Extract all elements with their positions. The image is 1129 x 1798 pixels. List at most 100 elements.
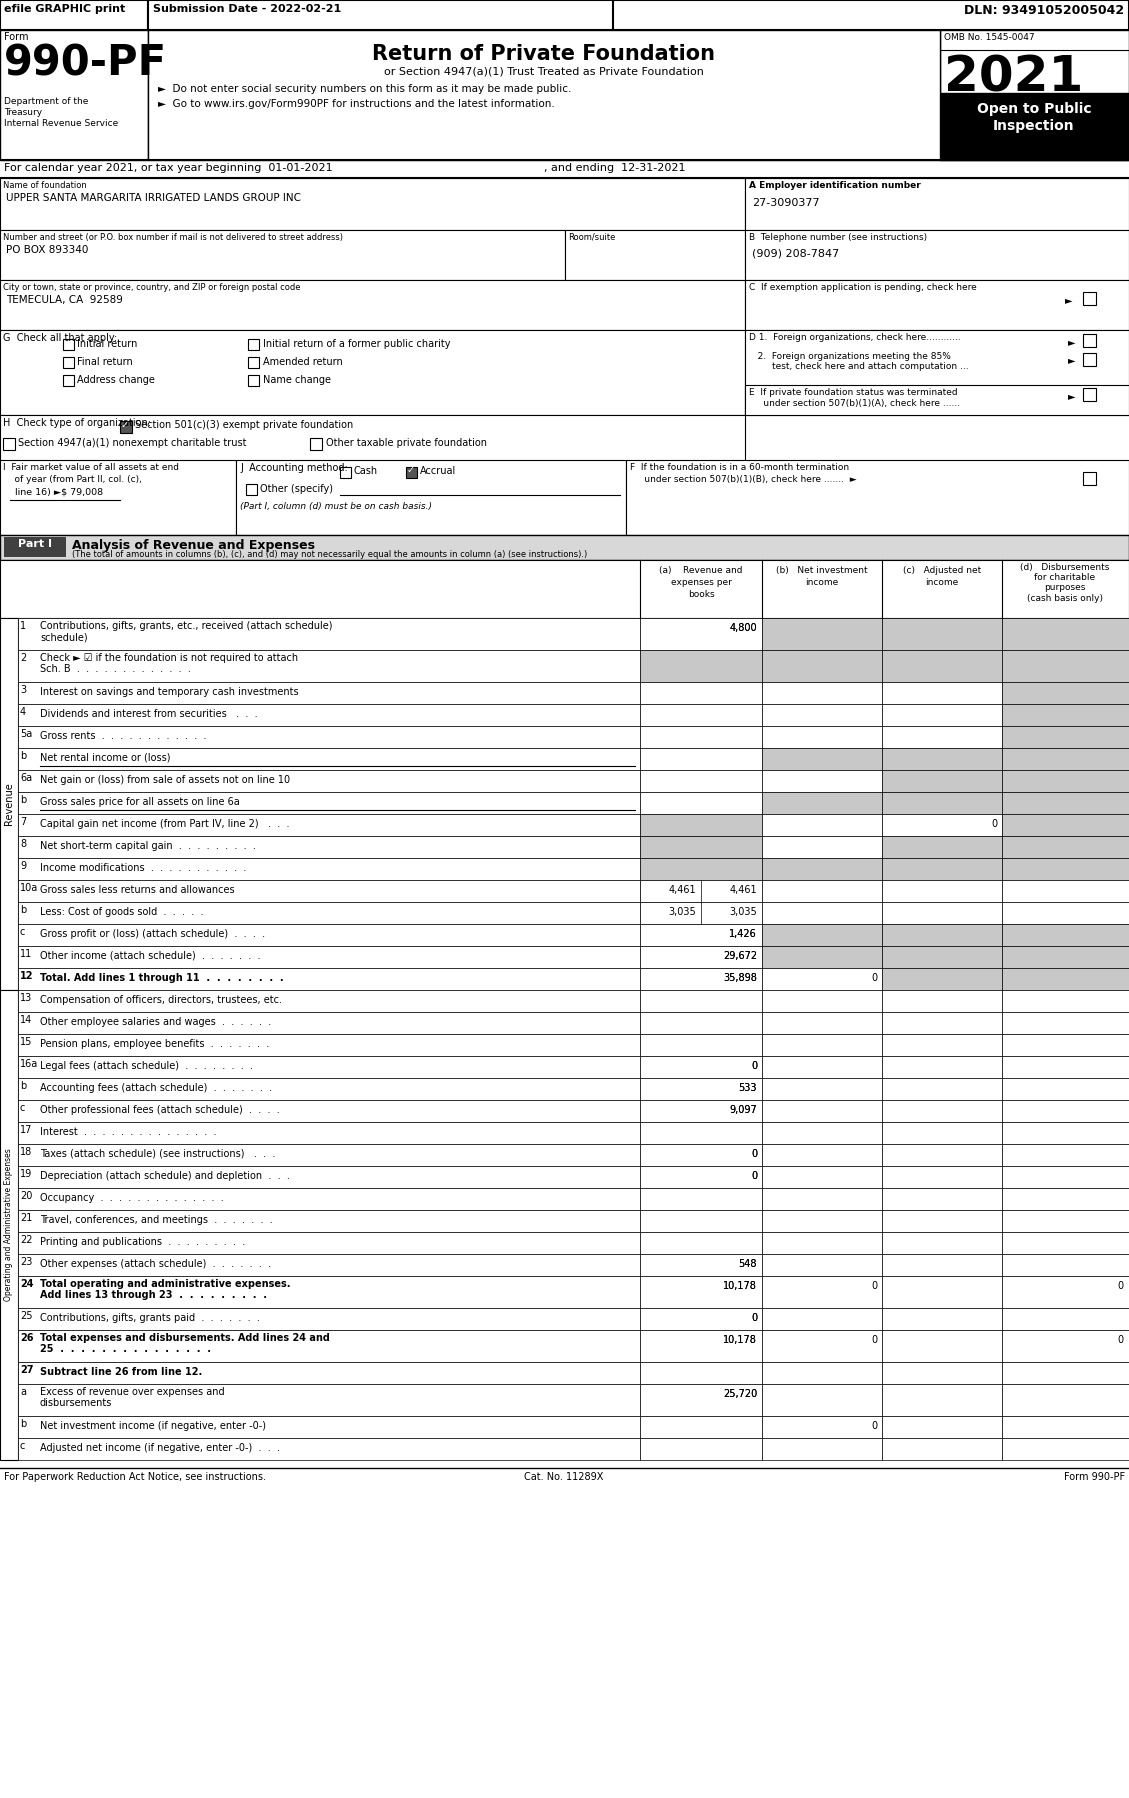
Text: or Section 4947(a)(1) Trust Treated as Private Foundation: or Section 4947(a)(1) Trust Treated as P…	[384, 67, 704, 76]
Bar	[762, 1384, 882, 1417]
Bar	[18, 814, 640, 836]
Bar	[18, 1165, 640, 1188]
Text: Gross profit or (loss) (attach schedule)  .  .  .  .: Gross profit or (loss) (attach schedule)…	[40, 930, 265, 939]
Text: 6a: 6a	[20, 773, 32, 782]
Text: Income modifications  .  .  .  .  .  .  .  .  .  .  .: Income modifications . . . . . . . . . .…	[40, 863, 246, 874]
Bar	[882, 924, 1003, 946]
Bar	[406, 467, 417, 478]
Bar	[762, 967, 882, 991]
Bar	[745, 331, 1129, 415]
Bar	[1003, 924, 1129, 946]
Text: 10,178: 10,178	[724, 1334, 758, 1345]
Bar	[882, 967, 1003, 991]
Text: 23: 23	[20, 1257, 33, 1268]
Bar	[18, 1253, 640, 1277]
Text: 1,426: 1,426	[729, 930, 758, 939]
Text: Net short-term capital gain  .  .  .  .  .  .  .  .  .: Net short-term capital gain . . . . . . …	[40, 841, 256, 850]
Text: D 1.  Foreign organizations, check here............: D 1. Foreign organizations, check here..…	[749, 333, 961, 342]
Bar	[882, 1417, 1003, 1438]
Bar	[0, 0, 1129, 31]
Bar	[640, 1363, 762, 1384]
Text: 0: 0	[751, 1313, 758, 1323]
Text: 0: 0	[751, 1313, 758, 1323]
Text: (The total of amounts in columns (b), (c), and (d) may not necessarily equal the: (The total of amounts in columns (b), (c…	[72, 550, 587, 559]
Text: ►  Go to www.irs.gov/Form990PF for instructions and the latest information.: ► Go to www.irs.gov/Form990PF for instru…	[158, 99, 554, 110]
Bar	[1003, 1331, 1129, 1363]
Text: Pension plans, employee benefits  .  .  .  .  .  .  .: Pension plans, employee benefits . . . .…	[40, 1039, 269, 1048]
Text: I  Fair market value of all assets at end: I Fair market value of all assets at end	[3, 464, 180, 473]
Text: 29,672: 29,672	[723, 951, 758, 960]
Bar	[18, 791, 640, 814]
Bar	[0, 991, 18, 1460]
Text: Other taxable private foundation: Other taxable private foundation	[326, 439, 487, 448]
Bar	[640, 903, 701, 924]
Bar	[640, 879, 701, 903]
Text: b: b	[20, 752, 26, 761]
Text: 8: 8	[20, 840, 26, 849]
Text: Net gain or (loss) from sale of assets not on line 10: Net gain or (loss) from sale of assets n…	[40, 775, 290, 786]
Bar	[882, 1079, 1003, 1100]
Bar	[882, 791, 1003, 814]
Bar	[762, 1055, 882, 1079]
Bar	[882, 1188, 1003, 1210]
Bar	[762, 770, 882, 791]
Text: 24: 24	[20, 1278, 34, 1289]
Text: 35,898: 35,898	[724, 973, 758, 984]
Text: (cash basis only): (cash basis only)	[1027, 593, 1103, 602]
Text: OMB No. 1545-0047: OMB No. 1545-0047	[944, 32, 1034, 41]
Bar	[640, 1277, 762, 1307]
Text: Number and street (or P.O. box number if mail is not delivered to street address: Number and street (or P.O. box number if…	[3, 234, 343, 243]
Bar	[1003, 991, 1129, 1012]
Bar	[246, 484, 257, 494]
Bar	[1003, 1034, 1129, 1055]
Text: Internal Revenue Service: Internal Revenue Service	[5, 119, 119, 128]
Bar	[640, 1100, 762, 1122]
Text: Travel, conferences, and meetings  .  .  .  .  .  .  .: Travel, conferences, and meetings . . . …	[40, 1215, 273, 1224]
Text: Legal fees (attach schedule)  .  .  .  .  .  .  .  .: Legal fees (attach schedule) . . . . . .…	[40, 1061, 253, 1072]
Text: 0: 0	[870, 1280, 877, 1291]
Bar	[18, 1210, 640, 1232]
Bar	[882, 748, 1003, 770]
Text: b: b	[20, 904, 26, 915]
Bar	[1083, 291, 1096, 306]
Text: (b)   Net investment: (b) Net investment	[777, 566, 868, 575]
Text: B  Telephone number (see instructions): B Telephone number (see instructions)	[749, 234, 927, 243]
Text: Amended return: Amended return	[263, 358, 343, 367]
Text: Contributions, gifts, grants paid  .  .  .  .  .  .  .: Contributions, gifts, grants paid . . . …	[40, 1313, 260, 1323]
Bar	[762, 946, 882, 967]
Bar	[1003, 1055, 1129, 1079]
Text: 25: 25	[20, 1311, 33, 1322]
Bar	[640, 1253, 762, 1277]
Bar	[762, 991, 882, 1012]
Bar	[640, 1012, 762, 1034]
Text: Name change: Name change	[263, 376, 331, 385]
Bar	[18, 705, 640, 726]
Bar	[148, 0, 613, 31]
Text: E  If private foundation status was terminated: E If private foundation status was termi…	[749, 388, 957, 397]
Bar	[762, 791, 882, 814]
Bar	[564, 230, 745, 280]
Bar	[18, 1417, 640, 1438]
Text: under section 507(b)(1)(A), check here ......: under section 507(b)(1)(A), check here .…	[749, 399, 960, 408]
Text: Subtract line 26 from line 12.: Subtract line 26 from line 12.	[40, 1366, 202, 1377]
Text: 3: 3	[20, 685, 26, 696]
Text: 29,672: 29,672	[723, 951, 758, 960]
Text: ✓: ✓	[121, 421, 129, 430]
Bar	[762, 1277, 882, 1307]
Text: 533: 533	[738, 1082, 758, 1093]
Bar	[640, 748, 762, 770]
Bar	[762, 726, 882, 748]
Bar	[882, 1034, 1003, 1055]
Text: for charitable: for charitable	[1034, 574, 1095, 583]
Bar	[1003, 748, 1129, 770]
Bar	[1003, 1307, 1129, 1331]
Text: ►  Do not enter social security numbers on this form as it may be made public.: ► Do not enter social security numbers o…	[158, 85, 571, 93]
Bar	[882, 1210, 1003, 1232]
Bar	[1003, 1438, 1129, 1460]
Text: Initial return: Initial return	[77, 340, 138, 349]
Text: 19: 19	[20, 1169, 33, 1179]
Text: 0: 0	[751, 1149, 758, 1160]
Bar	[1003, 903, 1129, 924]
Text: 9,097: 9,097	[729, 1106, 758, 1115]
Text: C  If exemption application is pending, check here: C If exemption application is pending, c…	[749, 282, 977, 291]
